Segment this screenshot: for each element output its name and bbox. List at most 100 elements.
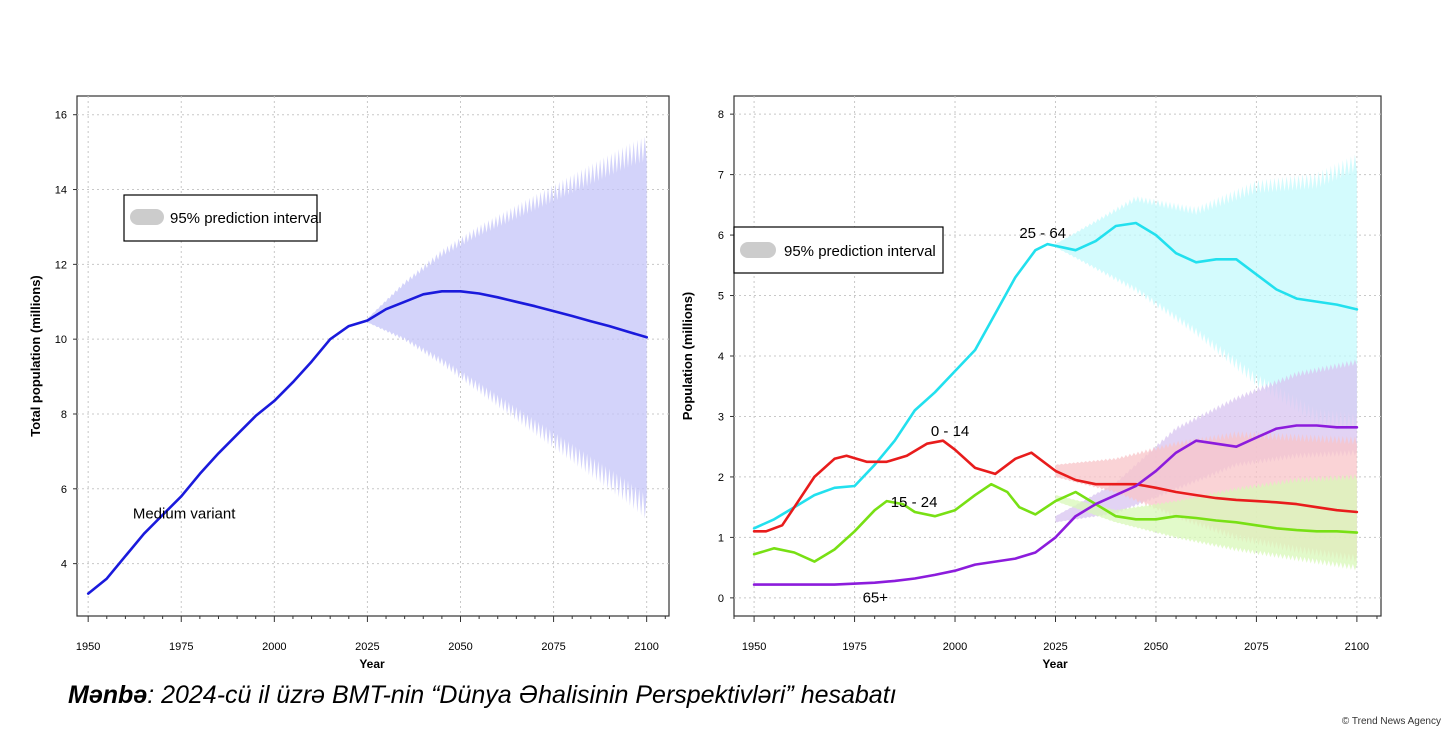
data-point-65 <box>934 574 936 576</box>
data-point-15-24 <box>793 551 796 554</box>
x-tick-label: 2000 <box>943 641 967 653</box>
y-tick-label: 4 <box>718 351 724 363</box>
data-point-25-64 <box>853 485 856 487</box>
series-lines <box>86 289 649 595</box>
data-point-0-14 <box>954 448 956 451</box>
data-point-65 <box>1014 557 1017 560</box>
data-point-25-64 <box>1295 297 1298 300</box>
data-point-0-14 <box>833 457 836 460</box>
data-point-25-64 <box>813 494 816 496</box>
data-point-25-64 <box>1074 249 1077 252</box>
data-point-25-64 <box>1195 261 1197 264</box>
data-point-25-64 <box>1356 308 1358 311</box>
data-point-15-24 <box>1006 491 1009 493</box>
series-line-65 <box>752 424 1359 586</box>
data-point-25-64 <box>1315 300 1318 303</box>
data-point-25-64 <box>1135 222 1137 224</box>
data-point-65 <box>994 560 997 563</box>
data-point-0-14 <box>781 524 784 527</box>
data-point-medium-variant <box>515 300 518 303</box>
data-point-25-64 <box>934 391 936 394</box>
data-point-medium-variant <box>254 415 257 417</box>
data-point-0-14 <box>1114 483 1117 486</box>
data-point-0-14 <box>885 460 888 463</box>
data-point-25-64 <box>994 312 997 315</box>
data-point-medium-variant <box>571 315 574 317</box>
data-point-15-24 <box>901 503 904 505</box>
data-point-25-64 <box>1114 225 1117 227</box>
legend-label: 95% prediction interval <box>784 243 936 260</box>
data-point-0-14 <box>926 442 928 445</box>
data-point-0-14 <box>1094 483 1097 486</box>
data-point-0-14 <box>974 467 976 469</box>
data-point-medium-variant <box>403 300 406 303</box>
data-point-medium-variant <box>534 305 536 308</box>
data-point-65 <box>1295 424 1298 427</box>
x-tick-label: 1950 <box>742 641 766 653</box>
data-point-15-24 <box>833 548 836 551</box>
source-caption-text: : 2024-cü il üzrə BMT-nin “Dünya Əhalisi… <box>147 681 897 709</box>
x-tick-label: 2025 <box>1043 641 1067 653</box>
data-point-0-14 <box>753 530 755 533</box>
data-point-25-64 <box>773 518 776 521</box>
data-point-25-64 <box>1014 276 1017 279</box>
y-tick-label: 12 <box>55 259 67 271</box>
data-point-0-14 <box>1275 501 1278 504</box>
legend: 95% prediction interval <box>733 226 944 274</box>
series-labels: 25 - 64 0 - 14 15 - 24 65+ <box>863 225 1066 607</box>
data-point-25-64 <box>913 409 916 412</box>
data-point-15-24 <box>1235 521 1238 524</box>
y-tick-label: 16 <box>55 110 67 122</box>
agency-credit: © Trend News Agency <box>1341 716 1441 727</box>
charts-canvas: 1950 1975 2000 2025 2050 2075 210046810121416 … <box>28 95 1382 671</box>
axes: 1950 1975 2000 2025 2050 2075 2100 0 1 2 3 4 5 6 7 8 <box>718 109 1378 653</box>
data-point-25-64 <box>954 370 956 372</box>
data-point-65 <box>913 577 916 580</box>
data-point-medium-variant <box>143 532 145 535</box>
series-label-25-64: 25 - 64 <box>1019 225 1066 242</box>
data-point-25-64 <box>1046 243 1049 246</box>
data-point-25-64 <box>753 527 755 530</box>
data-point-25-64 <box>1275 288 1278 291</box>
x-tick-label: 2025 <box>355 641 379 653</box>
data-point-medium-variant <box>199 472 201 475</box>
data-point-65 <box>833 583 836 586</box>
data-point-15-24 <box>885 500 888 502</box>
data-point-25-64 <box>1175 252 1177 255</box>
data-point-65 <box>1235 445 1238 448</box>
data-point-0-14 <box>1335 509 1338 512</box>
data-point-medium-variant <box>496 296 499 299</box>
data-point-0-14 <box>1175 491 1177 493</box>
data-point-15-24 <box>1335 530 1338 533</box>
source-caption: Mənbə: 2024-cü il üzrə BMT-nin “Dünya Əh… <box>68 681 897 710</box>
series-label-medium-variant: Medium variant <box>133 506 236 523</box>
data-point-medium-variant <box>161 514 164 516</box>
data-point-0-14 <box>1074 479 1077 481</box>
total-population-chart: 1950 1975 2000 2025 2050 2075 210046810121416 … <box>28 95 670 671</box>
data-point-0-14 <box>994 473 997 475</box>
x-tick-label: 2100 <box>1345 641 1369 653</box>
y-tick-label: 3 <box>718 411 724 423</box>
data-point-15-24 <box>853 530 856 533</box>
data-point-25-64 <box>1215 258 1218 261</box>
data-point-15-24 <box>1155 518 1157 521</box>
data-point-0-14 <box>865 460 868 463</box>
data-point-15-24 <box>1295 529 1298 531</box>
data-point-15-24 <box>753 553 755 556</box>
data-point-65 <box>954 569 956 572</box>
y-tick-label: 1 <box>718 532 724 544</box>
data-point-15-24 <box>1114 515 1117 518</box>
data-point-medium-variant <box>608 325 611 327</box>
data-point-medium-variant <box>329 338 332 341</box>
legend: 95% prediction interval <box>123 194 322 242</box>
x-tick-label: 2000 <box>262 641 286 653</box>
y-axis-title: Total population (millions) <box>28 275 43 437</box>
source-caption-bold: Mənbə <box>68 681 148 709</box>
data-point-15-24 <box>1356 531 1358 534</box>
y-tick-label: 6 <box>718 230 724 242</box>
data-point-25-64 <box>1094 240 1097 243</box>
data-point-15-24 <box>873 509 876 512</box>
y-tick-label: 5 <box>718 291 724 303</box>
x-tick-label: 1950 <box>76 641 100 653</box>
data-point-25-64 <box>1335 303 1338 306</box>
